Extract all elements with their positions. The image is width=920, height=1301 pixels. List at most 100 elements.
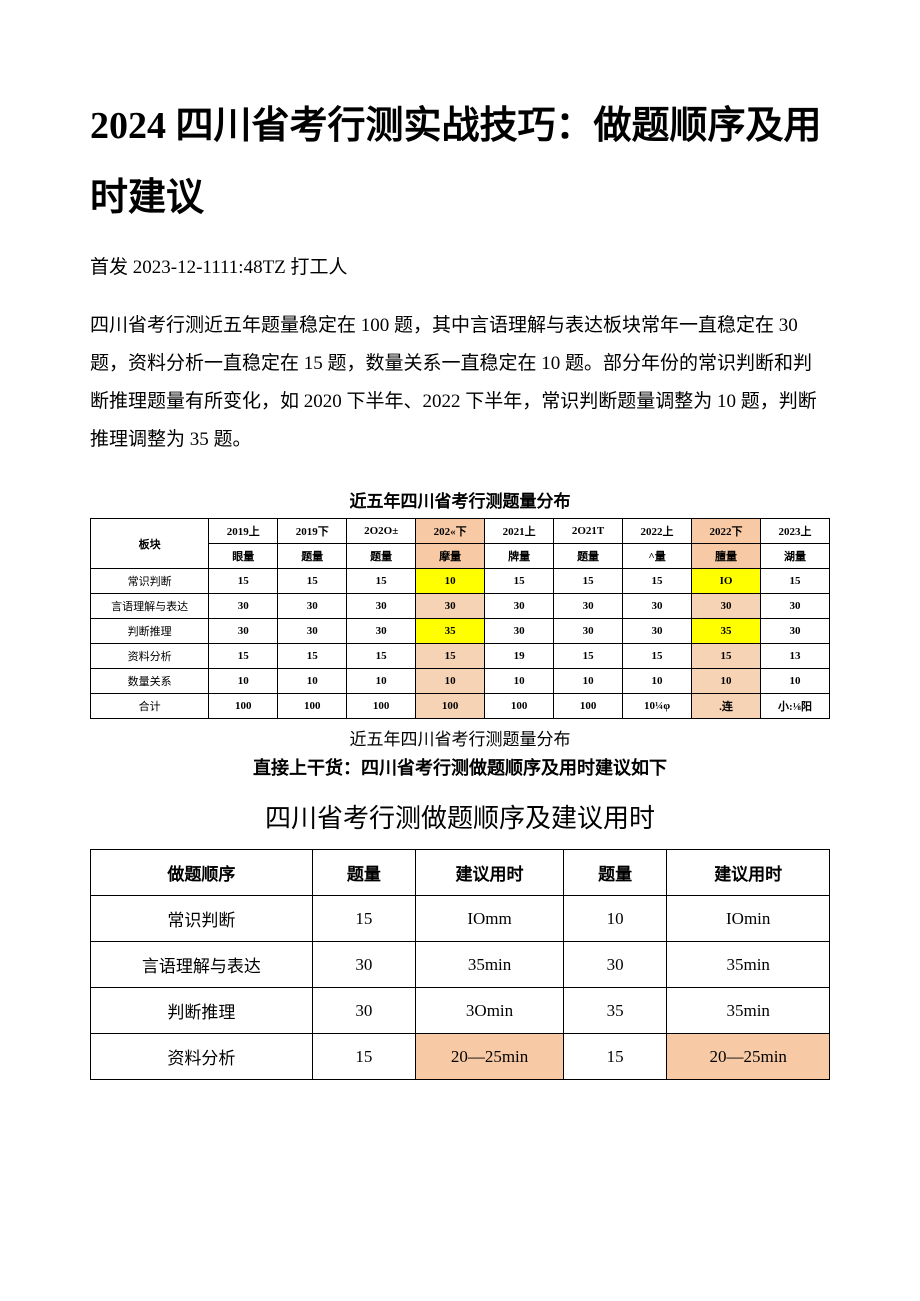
table1-sub: 湖量 [760,544,829,569]
table1-cell: 10 [623,669,692,694]
table1-cell: 30 [485,619,554,644]
table1-cell: 100 [485,694,554,719]
table2-title: 四川省考行测做题顺序及建议用时 [90,798,830,835]
table1-row: 数量关系101010101010101010 [91,669,830,694]
table1-cell: 15 [278,644,347,669]
table1-cell: 10 [347,669,416,694]
table1-cell: 15 [760,569,829,594]
table2-row: 资料分析1520—25min1520—25min [91,1034,830,1080]
table2-cell: 35min [667,942,830,988]
table1-cell: 100 [209,694,278,719]
table1-row: 资料分析151515151915151513 [91,644,830,669]
table2-header-row: 做题顺序 题量 建议用时 题量 建议用时 [91,850,830,896]
table1-year: 2022下 [692,519,761,544]
meta-line: 首发 2023-12-1111:48TZ 打工人 [90,252,830,279]
table1-cell: IO [692,569,761,594]
table1-cell: 30 [209,594,278,619]
table2-cell: 常识判断 [91,896,313,942]
intro-paragraph: 四川省考行测近五年题量稳定在 100 题，其中言语理解与表达板块常年一直稳定在 … [90,307,830,459]
table1-sub: 牌量 [485,544,554,569]
table1-cell: 30 [623,619,692,644]
table1-cell: 10 [416,669,485,694]
table1-cell: 15 [416,644,485,669]
table1-sub: ^量 [623,544,692,569]
table1-year: 2019上 [209,519,278,544]
table1-sub: 题量 [347,544,416,569]
table2-cell: 言语理解与表达 [91,942,313,988]
table2-cell: 3Omin [416,988,564,1034]
table2-header: 题量 [563,850,666,896]
table1-header-row1: 板块 2019上 2019下 2O2O± 202«下 2021上 2O21T 2… [91,519,830,544]
table1-row-label: 判断推理 [91,619,209,644]
table2-cell: 35min [667,988,830,1034]
table1-cell: 15 [554,569,623,594]
table1-cell: 15 [278,569,347,594]
table1-sub: 眼量 [209,544,278,569]
table1-sub: 题量 [554,544,623,569]
table1-cell: 35 [416,619,485,644]
table1-cell: 15 [209,644,278,669]
table1-cell: 13 [760,644,829,669]
table1-cell: 30 [485,594,554,619]
table1-row-label: 资料分析 [91,644,209,669]
table1-row-label: 合计 [91,694,209,719]
table1-title: 近五年四川省考行测题量分布 [90,487,830,512]
table2-row: 常识判断15IOmm10IOmin [91,896,830,942]
table1-cell: 10 [554,669,623,694]
table1-cell: 100 [278,694,347,719]
table2-cell: 30 [312,942,415,988]
table2-header: 建议用时 [667,850,830,896]
table2-header: 做题顺序 [91,850,313,896]
table2-row: 判断推理303Omin3535min [91,988,830,1034]
table1-cell: 100 [416,694,485,719]
table1-cell: 15 [554,644,623,669]
table1-cell: 15 [623,569,692,594]
table1-year: 2O21T [554,519,623,544]
table1-cell: 30 [692,594,761,619]
table1-cell: 15 [209,569,278,594]
table1-year: 2023上 [760,519,829,544]
table1-cell: 30 [760,594,829,619]
table1-cell: 100 [554,694,623,719]
table1-year: 2022上 [623,519,692,544]
table1-cell: 10 [485,669,554,694]
table1-cell: 10¼φ [623,694,692,719]
table1-cell: 30 [347,619,416,644]
table2-cell: IOmm [416,896,564,942]
table2-cell: 资料分析 [91,1034,313,1080]
table1-cell: 30 [347,594,416,619]
table2-cell: 35 [563,988,666,1034]
table1-row: 常识判断15151510151515IO15 [91,569,830,594]
table1-sub: 题量 [278,544,347,569]
table1-row-label: 常识判断 [91,569,209,594]
table1-row: 言语理解与表达303030303030303030 [91,594,830,619]
table1-cell: 30 [554,619,623,644]
table1-row: 判断推理303030353030303530 [91,619,830,644]
table1-cell: 15 [347,644,416,669]
table2-cell: 15 [312,1034,415,1080]
table1-year: 2O2O± [347,519,416,544]
table1-cell: 100 [347,694,416,719]
table2-cell: 判断推理 [91,988,313,1034]
table1-cell: 10 [278,669,347,694]
table1-cell: 15 [692,644,761,669]
order-table: 做题顺序 题量 建议用时 题量 建议用时 常识判断15IOmm10IOmin言语… [90,849,830,1080]
table1-cell: 15 [623,644,692,669]
table1-cell: 30 [278,619,347,644]
table2-cell: 35min [416,942,564,988]
table1-year: 2021上 [485,519,554,544]
table2-header: 建议用时 [416,850,564,896]
table1-corner: 板块 [91,519,209,569]
table2-cell: 20—25min [416,1034,564,1080]
table1-cell: 19 [485,644,554,669]
table2-cell: 10 [563,896,666,942]
table2-cell: 30 [312,988,415,1034]
table2-cell: 15 [312,896,415,942]
table1-caption: 近五年四川省考行测题量分布 [90,725,830,750]
page-title: 2024 四川省考行测实战技巧：做题顺序及用时建议 [90,90,830,234]
table1-cell: 30 [760,619,829,644]
table1-cell: 35 [692,619,761,644]
table2-row: 言语理解与表达3035min3035min [91,942,830,988]
table2-cell: IOmin [667,896,830,942]
table1-year: 2019下 [278,519,347,544]
